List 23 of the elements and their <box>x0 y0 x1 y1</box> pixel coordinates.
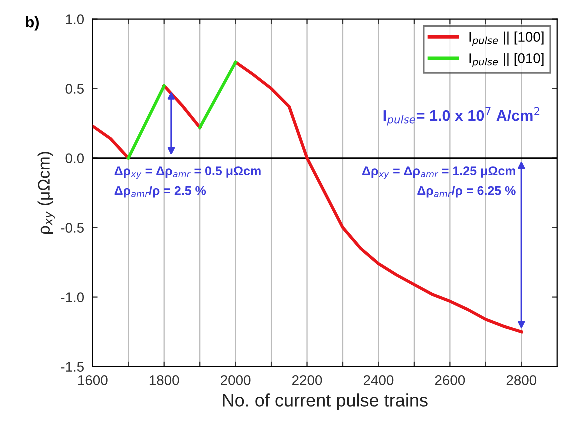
y-axis-title: ρ$_{xy}$ (μΩcm) <box>38 152 55 234</box>
legend-label: I$_{pulse}$ || [100] <box>470 32 544 46</box>
y-tick-label: 1.0 <box>66 14 84 24</box>
annotation: Δρ$_{amr}$/ρ = 6.25 % <box>418 186 516 198</box>
y-tick-label: -0.5 <box>61 223 84 233</box>
x-tick-label: 2800 <box>506 375 537 386</box>
annotation: Δρ$_{amr}$/ρ = 2.5 % <box>114 186 206 198</box>
x-tick-label: 2600 <box>435 375 466 386</box>
text: b) <box>26 16 39 31</box>
annotation: Δρ$_{xy}$ = Δρ$_{amr}$ = 1.25 μΩcm <box>362 166 516 180</box>
legend-label: I$_{pulse}$ || [010] <box>470 53 544 68</box>
annotation: I$_{pulse}$= 1.0 x 10$^{7}$ A/cm$^{2}$ <box>384 107 540 126</box>
x-tick-label: 2000 <box>221 375 251 386</box>
x-tick-label: 1600 <box>78 375 108 386</box>
y-tick-label: 0.0 <box>66 154 84 164</box>
x-tick-label: 2200 <box>292 375 322 386</box>
x-axis-title: No. of current pulse trains <box>223 394 428 410</box>
y-tick-label: -1.0 <box>61 292 84 302</box>
annotation: Δρ$_{xy}$ = Δρ$_{amr}$ = 0.5 μΩcm <box>114 166 261 180</box>
x-tick-label: 1800 <box>150 375 180 386</box>
y-tick-label: 0.5 <box>66 84 84 94</box>
y-tick-label: -1.5 <box>61 362 84 372</box>
x-tick-label: 2400 <box>364 375 394 386</box>
